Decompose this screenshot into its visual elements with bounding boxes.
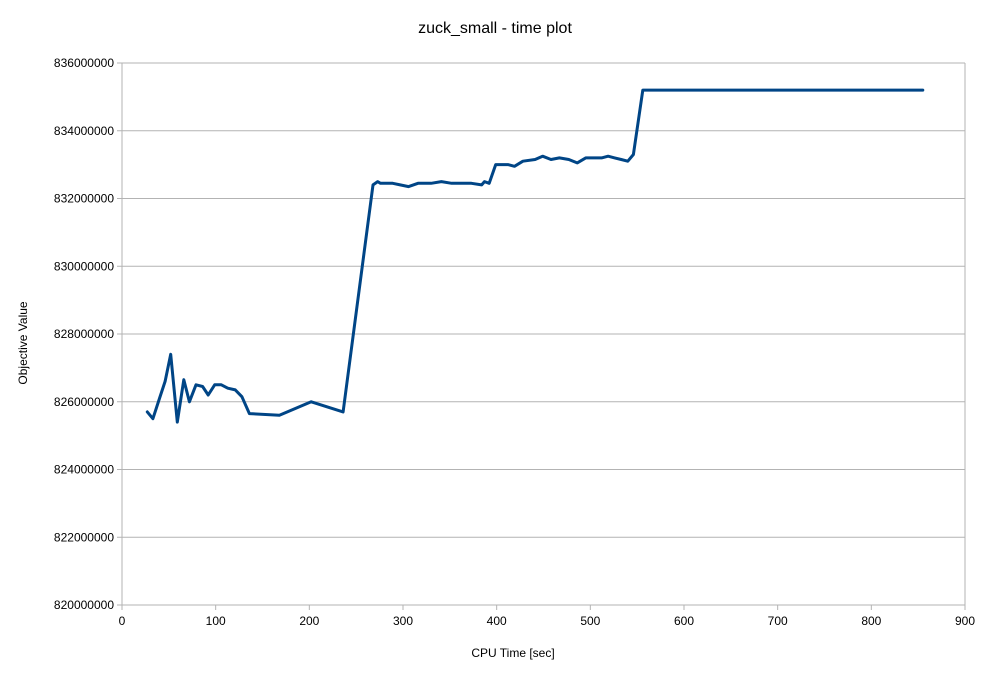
- x-tick-label: 600: [674, 614, 694, 628]
- x-tick-label: 100: [206, 614, 226, 628]
- y-tick-label: 826000000: [54, 395, 114, 409]
- x-tick-label: 700: [768, 614, 788, 628]
- y-axis-label: Objective Value: [16, 301, 30, 384]
- y-tick-label: 834000000: [54, 124, 114, 138]
- chart-title: zuck_small - time plot: [418, 20, 572, 37]
- gridlines: [122, 62, 965, 606]
- x-tick-label: 0: [119, 614, 126, 628]
- x-tick-label: 400: [487, 614, 507, 628]
- x-axis-label: CPU Time [sec]: [471, 646, 554, 660]
- y-tick-label: 830000000: [54, 259, 114, 273]
- y-tick-label: 828000000: [54, 327, 114, 341]
- y-tick-label: 824000000: [54, 463, 114, 477]
- x-tick-label: 300: [393, 614, 413, 628]
- axes: [117, 62, 966, 610]
- tick-labels: 820000000 822000000 824000000 826000000 8280…: [54, 56, 975, 628]
- x-tick-label: 200: [299, 614, 319, 628]
- y-tick-label: 820000000: [54, 598, 114, 612]
- x-tick-label: 500: [580, 614, 600, 628]
- x-tick-label: 900: [955, 614, 975, 628]
- y-tick-label: 836000000: [54, 56, 114, 70]
- y-tick-label: 822000000: [54, 530, 114, 544]
- x-tick-label: 800: [861, 614, 881, 628]
- series-line: [145, 88, 925, 424]
- series-layer: [145, 88, 925, 424]
- y-tick-label: 832000000: [54, 192, 114, 206]
